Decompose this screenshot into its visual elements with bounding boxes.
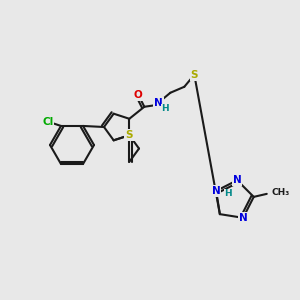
Text: H: H (161, 104, 169, 113)
Text: N: N (212, 186, 220, 196)
Text: S: S (126, 130, 133, 140)
Text: S: S (190, 70, 198, 80)
Text: N: N (233, 175, 242, 185)
Text: N: N (125, 130, 134, 140)
Text: N: N (154, 98, 163, 108)
Text: O: O (134, 90, 143, 100)
Text: Cl: Cl (42, 117, 54, 127)
Text: H: H (224, 189, 232, 198)
Text: N: N (239, 213, 248, 223)
Text: CH₃: CH₃ (272, 188, 290, 197)
